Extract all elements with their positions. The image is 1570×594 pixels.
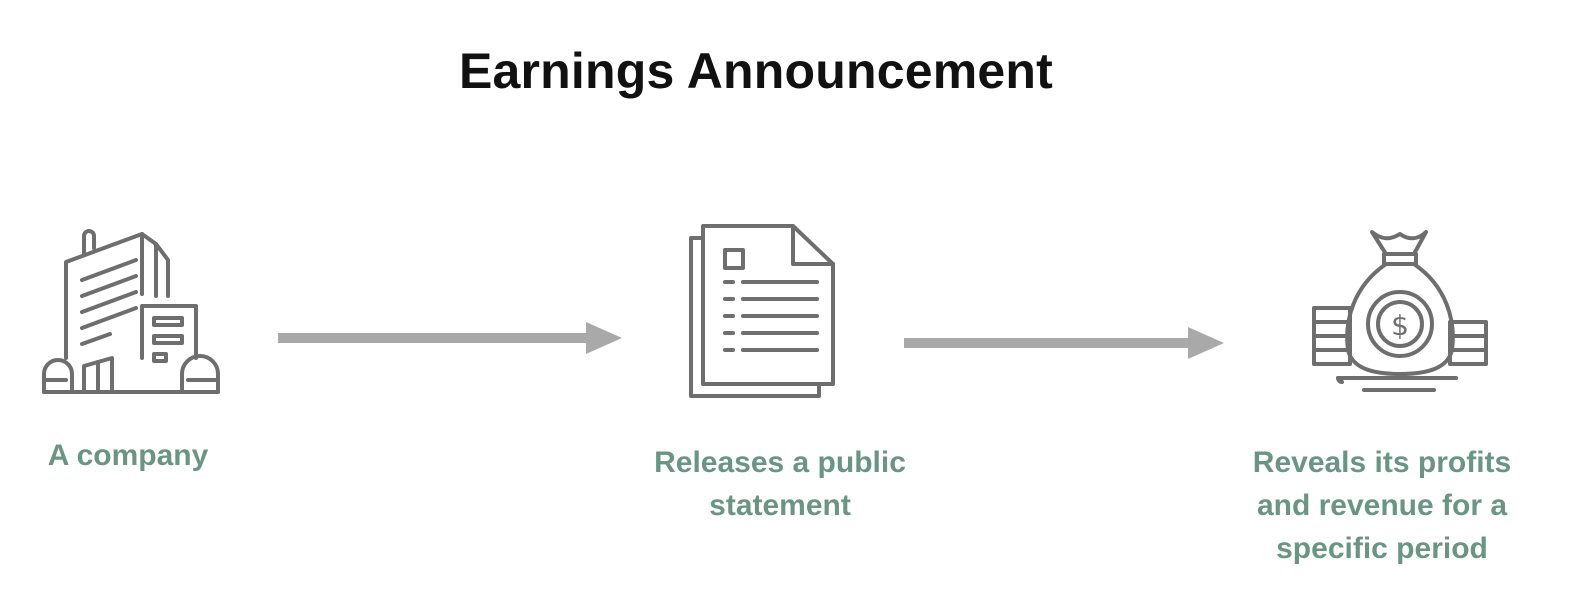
step-3-label: Reveals its profits and revenue for a sp… [1232, 441, 1532, 570]
step-3-label-line-3: specific period [1276, 532, 1488, 565]
svg-text:$: $ [1391, 309, 1409, 342]
document-icon [683, 218, 841, 404]
step-3-label-line-2: and revenue for a [1256, 489, 1508, 522]
step-2-label: Releases a public statement [630, 441, 930, 527]
diagram-title: Earnings Announcement [458, 43, 1054, 99]
flow-arrow-1 [278, 320, 622, 356]
step-2-label-line-1: Releases a public [654, 446, 906, 479]
building-icon [38, 222, 222, 400]
step-3-label-line-1: Reveals its profits [1252, 446, 1512, 479]
step-1-label-line: A company [47, 439, 209, 472]
step-1-label: A company [28, 434, 228, 477]
money-bag-icon: $ [1308, 224, 1492, 398]
step-2-label-line-2: statement [709, 489, 851, 522]
flow-arrow-2 [904, 325, 1224, 361]
